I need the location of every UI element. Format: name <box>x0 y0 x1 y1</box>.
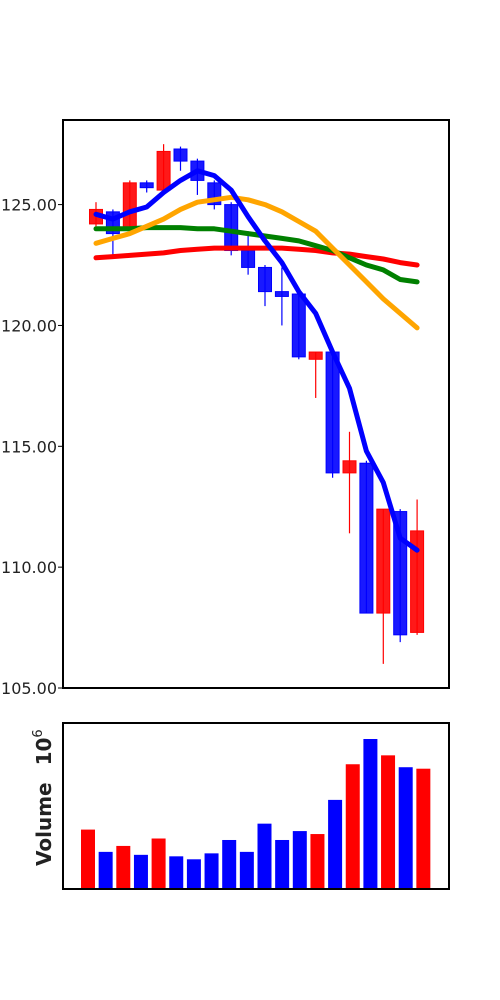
price-panel: 105.00 110.00 115.00 120.00 125.00 <box>1 119 450 698</box>
volume-bar <box>169 856 184 889</box>
volume-bar <box>98 851 113 889</box>
candle-body <box>410 530 425 633</box>
volume-panel-frame <box>62 722 450 890</box>
volume-bar <box>116 845 131 889</box>
volume-panel: Volume 106 <box>31 722 450 890</box>
volume-exponent: 6 <box>31 729 46 737</box>
volume-bar <box>186 859 201 889</box>
volume-bar <box>416 768 431 889</box>
y-tick-label: 105.00 <box>1 679 57 698</box>
candle-body <box>173 148 188 162</box>
y-tick-label: 110.00 <box>1 558 57 577</box>
volume-axis-label-text: Volume <box>32 782 56 866</box>
candle-body <box>342 460 357 474</box>
y-tick-label: 115.00 <box>1 437 57 456</box>
price-panel-frame <box>62 119 450 689</box>
volume-bar <box>328 799 343 889</box>
candle-body <box>325 351 340 474</box>
volume-bar <box>133 854 148 889</box>
candle-body <box>224 204 239 252</box>
candle-body <box>291 293 306 358</box>
volume-bar <box>398 767 413 889</box>
y-tick-label: 125.00 <box>1 196 57 215</box>
volume-bar <box>310 834 325 889</box>
y-tick-label: 120.00 <box>1 316 57 335</box>
volume-bar <box>257 823 272 889</box>
volume-bar <box>222 839 237 889</box>
candle-body <box>258 266 272 293</box>
candle-body <box>359 462 374 614</box>
volume-axis-label: Volume 106 <box>31 729 56 866</box>
ma-line-4 <box>93 245 420 268</box>
candle-body <box>274 291 289 297</box>
volume-bar <box>151 838 166 889</box>
candle-body <box>376 508 391 614</box>
candle-body <box>156 150 171 191</box>
candle-body <box>308 351 323 360</box>
volume-bar <box>363 739 378 889</box>
ma-line-2 <box>93 194 420 331</box>
volume-bar <box>381 755 396 889</box>
volume-bar <box>81 829 95 889</box>
volume-bar <box>275 839 290 889</box>
volume-bar <box>345 764 360 889</box>
candle-body <box>139 182 154 189</box>
volume-bar <box>239 851 254 889</box>
candle-body <box>122 182 137 230</box>
ma-line-1 <box>93 168 420 553</box>
volume-bar <box>292 831 307 889</box>
candle-body <box>241 250 256 268</box>
volume-bar <box>204 853 219 889</box>
